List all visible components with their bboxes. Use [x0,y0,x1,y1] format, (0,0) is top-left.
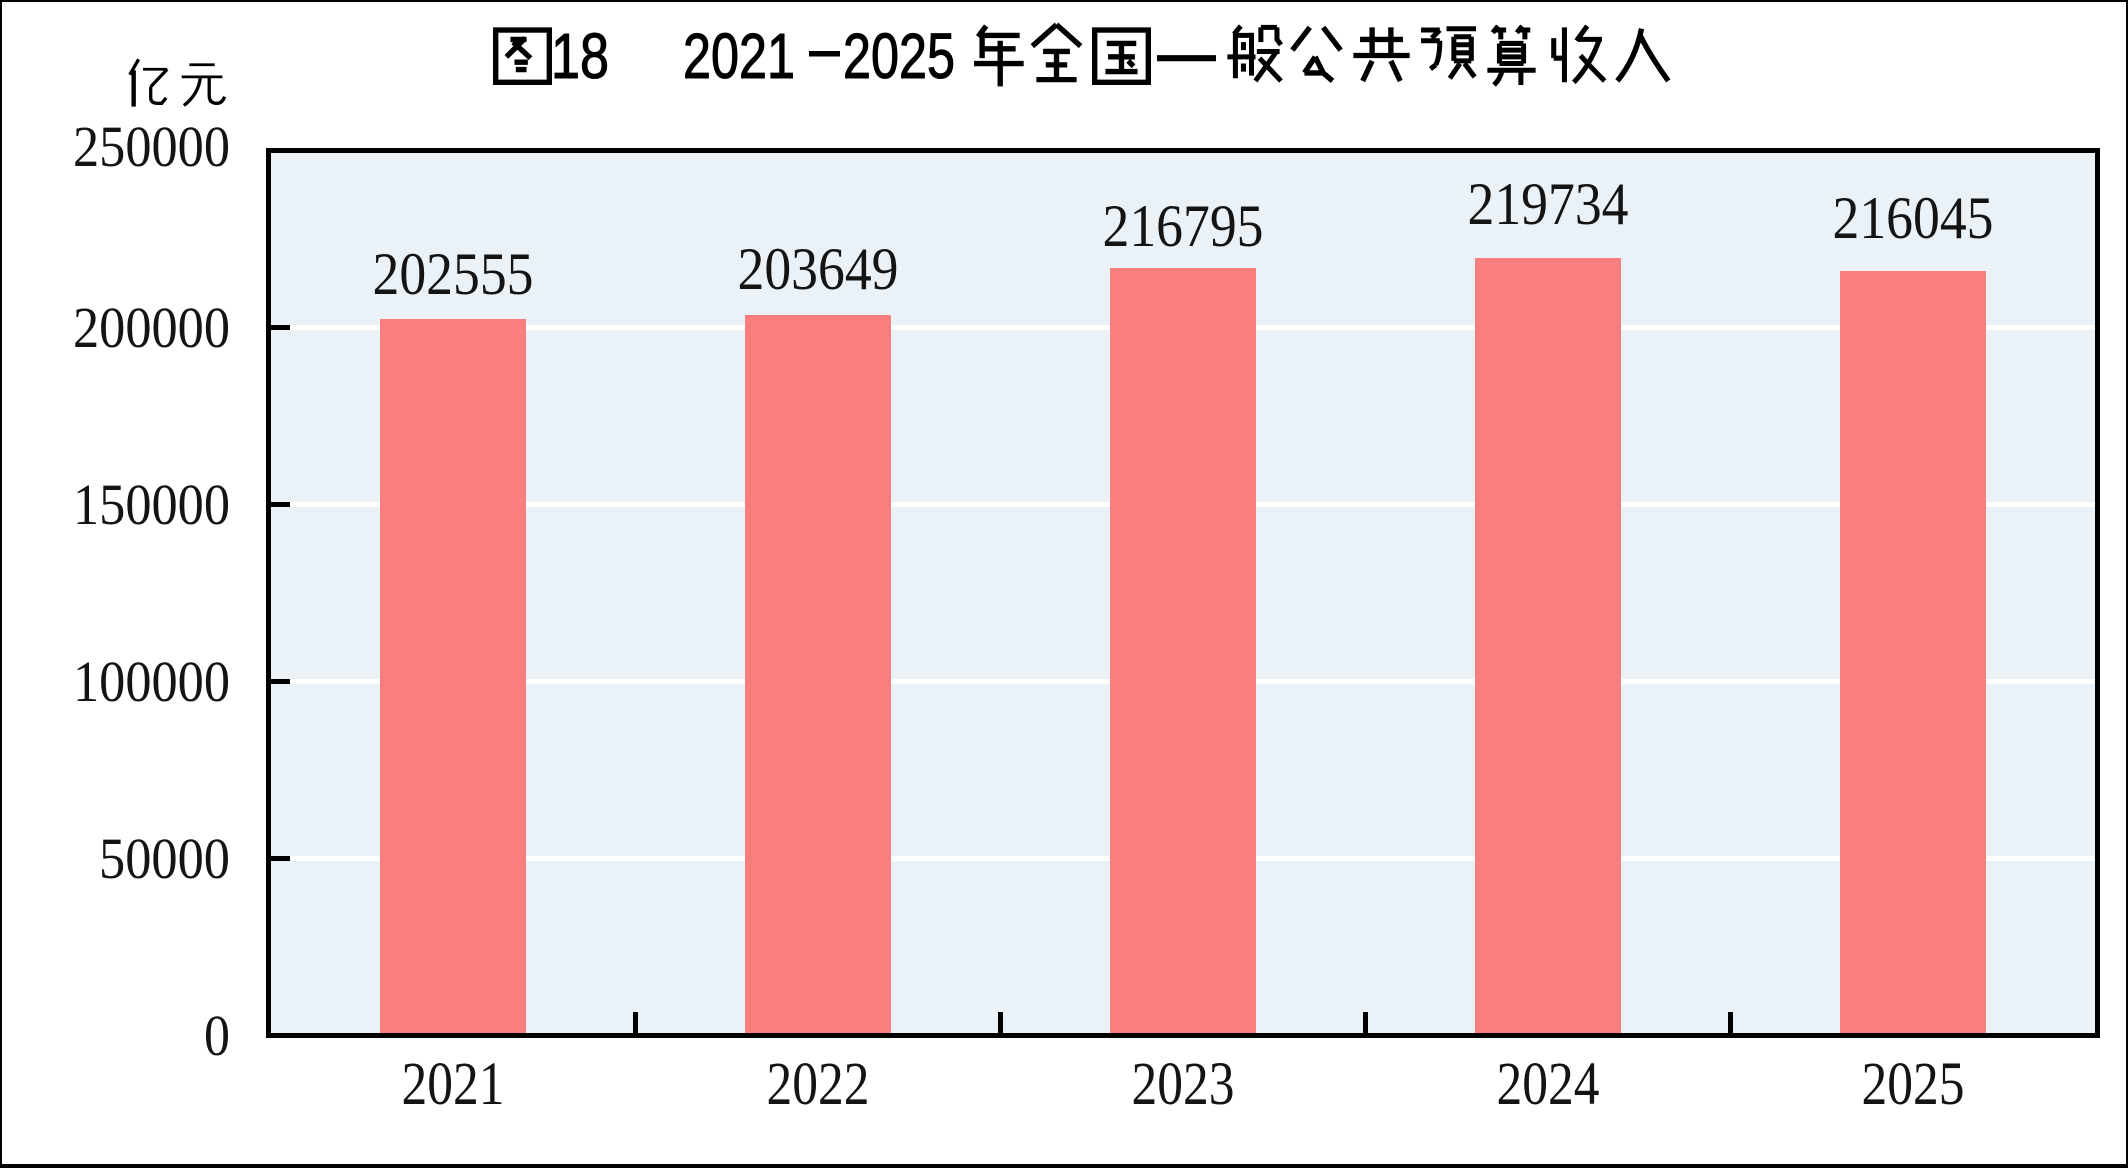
svg-text:200000: 200000 [73,295,230,360]
svg-text:50000: 50000 [99,826,230,891]
svg-text:2023: 2023 [1132,1051,1235,1118]
svg-text:0: 0 [204,1003,230,1068]
svg-text:18: 18 [551,20,609,92]
svg-text:219734: 219734 [1468,171,1629,237]
svg-text:2022: 2022 [767,1051,870,1118]
svg-text:216045: 216045 [1833,185,1994,251]
svg-text:150000: 150000 [73,472,230,537]
svg-text:202555: 202555 [373,241,534,307]
svg-text:216795: 216795 [1103,193,1264,259]
svg-text:250000: 250000 [73,114,230,179]
svg-text:100000: 100000 [73,649,230,714]
svg-text:2025: 2025 [843,20,955,92]
svg-text:2021: 2021 [402,1051,505,1118]
svg-text:2024: 2024 [1497,1051,1600,1118]
svg-text:2025: 2025 [1862,1051,1965,1118]
svg-text:203649: 203649 [738,236,899,302]
svg-text:2021: 2021 [683,20,795,92]
